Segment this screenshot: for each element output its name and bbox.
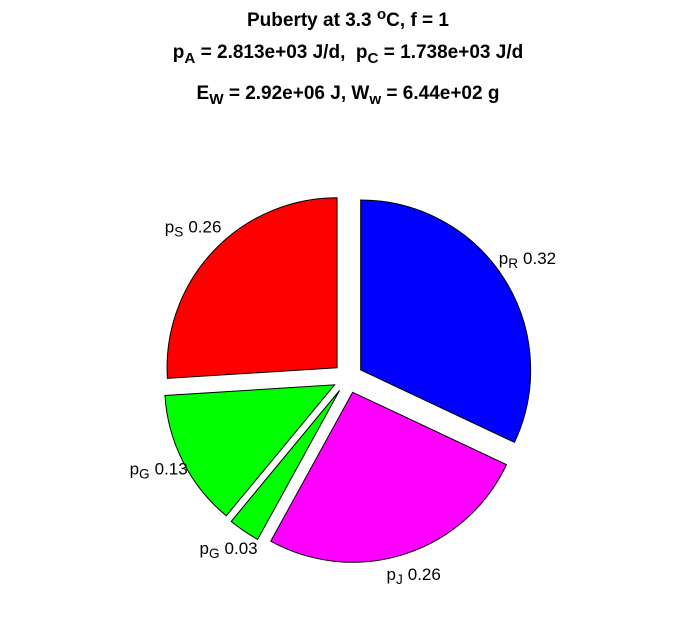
pie-slice — [270, 391, 508, 563]
chart-title: pA = 2.813e+03 J/d, pC = 1.738e+03 J/d — [173, 42, 523, 67]
text-part: p — [165, 218, 174, 237]
script-text: G — [139, 467, 150, 482]
slice-label: pJ 0.26 — [386, 565, 440, 587]
script-text: C — [368, 50, 379, 67]
value-label: 0.26 — [188, 218, 221, 237]
text-part: Puberty at 3.3 — [247, 10, 377, 31]
text-part: = 2.92e+06 J, W — [224, 83, 370, 104]
chart-title: EW = 2.92e+06 J, Ww = 6.44e+02 g — [197, 83, 500, 108]
text-part: C, f = 1 — [386, 10, 449, 31]
pie-slice — [164, 384, 336, 517]
pie-slice — [360, 199, 532, 444]
script-text: o — [377, 6, 386, 23]
text-part: p — [499, 249, 508, 268]
text-part: p — [130, 459, 139, 478]
value-label: 0.03 — [225, 539, 258, 558]
script-text: G — [209, 546, 220, 561]
text-part: p — [199, 539, 208, 558]
pie-slice — [230, 390, 341, 541]
text-part: p — [386, 565, 395, 584]
slice-label: pG 0.13 — [130, 459, 188, 481]
slice-label: pS 0.26 — [165, 218, 222, 240]
pie-slice — [166, 197, 338, 379]
text-part: = 2.813e+03 J/d, p — [195, 42, 367, 63]
slice-label: pG 0.03 — [199, 539, 257, 561]
text-part: E — [197, 83, 210, 104]
script-text: R — [508, 256, 518, 271]
script-text: S — [174, 225, 183, 240]
slice-label: pR 0.32 — [499, 249, 556, 271]
script-text: J — [396, 572, 403, 587]
chart-title: Puberty at 3.3 oC, f = 1 — [247, 6, 449, 31]
value-label: 0.32 — [523, 249, 556, 268]
value-label: 0.13 — [155, 459, 188, 478]
text-part: = 6.44e+02 g — [381, 83, 499, 104]
text-part: = 1.738e+03 J/d — [378, 42, 523, 63]
script-text: W — [209, 91, 224, 108]
script-text: w — [368, 91, 381, 108]
script-text: A — [184, 50, 195, 67]
value-label: 0.26 — [408, 565, 441, 584]
text-part: p — [173, 42, 185, 63]
